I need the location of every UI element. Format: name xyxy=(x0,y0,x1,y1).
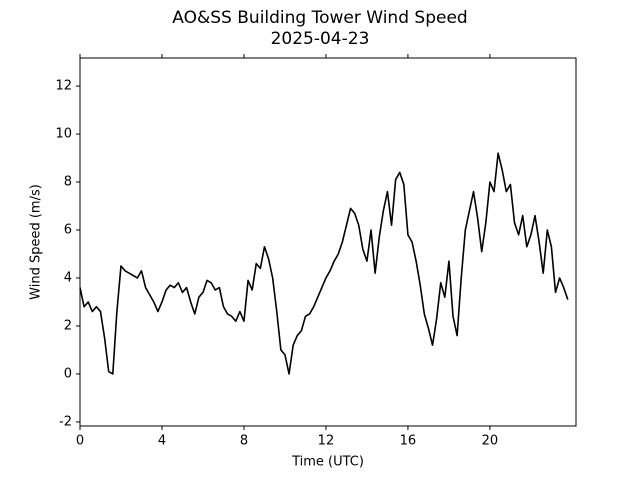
x-tick-label: 12 xyxy=(318,434,335,449)
y-tick-label: -2 xyxy=(59,414,72,429)
chart-title: AO&SS Building Tower Wind Speed xyxy=(172,8,467,28)
line xyxy=(79,152,569,375)
y-tick-label: 8 xyxy=(64,175,72,190)
y-tick-label: 12 xyxy=(55,79,72,94)
y-axis-label: Wind Speed (m/s) xyxy=(29,184,44,300)
x-tick-label: 8 xyxy=(240,434,248,449)
x-axis-label: Time (UTC) xyxy=(291,455,364,470)
x-tick-label: 16 xyxy=(400,434,417,449)
y-tick-label: 4 xyxy=(64,270,72,285)
x-tick-label: 0 xyxy=(76,434,84,449)
x-tick-label: 4 xyxy=(158,434,166,449)
y-tick-label: 6 xyxy=(64,223,72,238)
x-tick-label: 20 xyxy=(482,434,499,449)
y-tick-label: 10 xyxy=(55,127,72,142)
plot-frame xyxy=(79,57,577,427)
chart-subtitle: 2025-04-23 xyxy=(271,29,370,49)
y-tick-label: 2 xyxy=(64,318,72,333)
y-tick-label: 0 xyxy=(64,366,72,381)
